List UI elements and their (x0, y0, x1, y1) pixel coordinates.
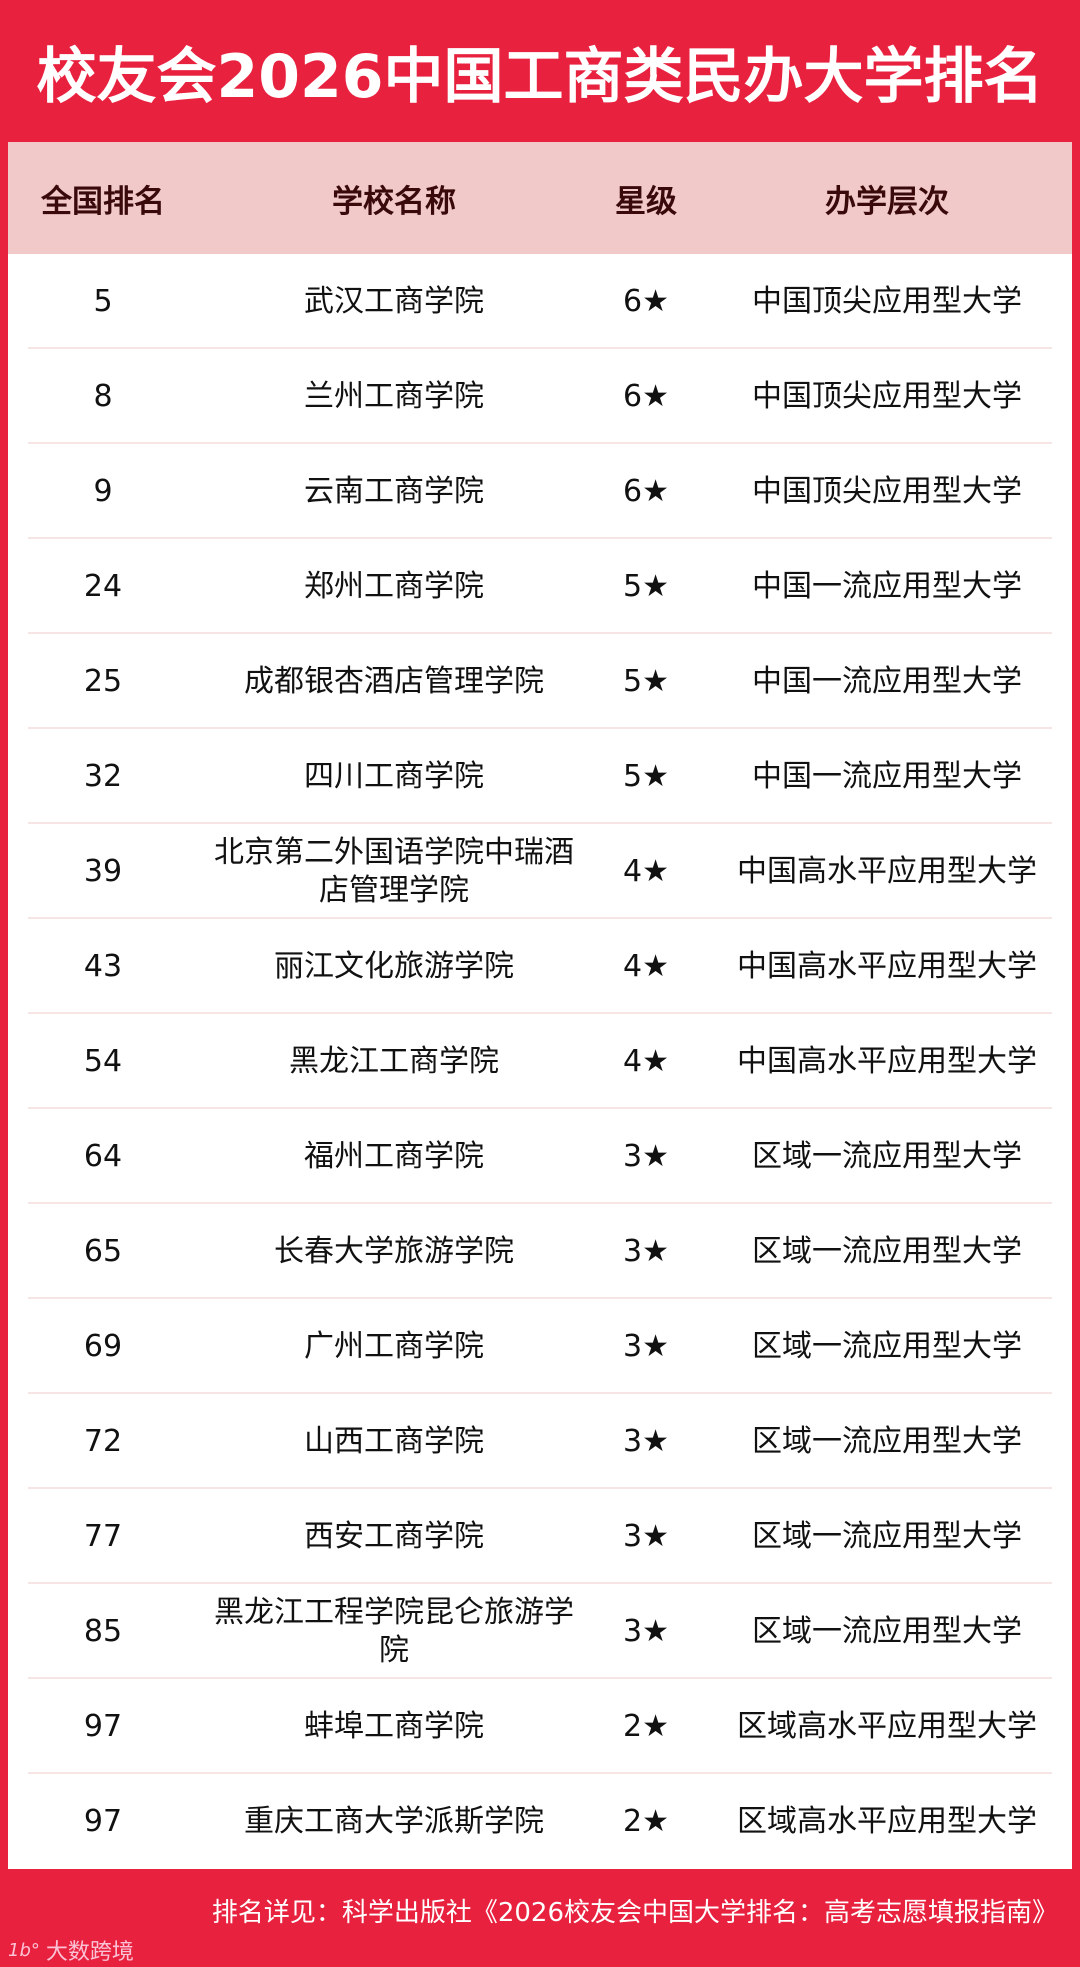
star-cell: 3★ (623, 1233, 669, 1269)
table-row: 43 丽江文化旅游学院 4★ 中国高水平应用型大学 (8, 919, 1072, 1014)
star-cell: 2★ (623, 1803, 669, 1839)
table-row: 97 重庆工商大学派斯学院 2★ 区域高水平应用型大学 (8, 1774, 1072, 1869)
school-name-cell: 成都银杏酒店管理学院 (244, 663, 544, 699)
school-name-cell: 黑龙江工程学院昆仑旅游学院 (214, 1594, 574, 1668)
rank-cell: 39 (83, 853, 123, 889)
level-cell: 区域一流应用型大学 (752, 1138, 1022, 1174)
level-cell: 区域一流应用型大学 (752, 1518, 1022, 1554)
level-cell: 中国一流应用型大学 (752, 568, 1022, 604)
level-cell: 中国高水平应用型大学 (737, 1043, 1037, 1079)
table-body: 5 武汉工商学院 6★ 中国顶尖应用型大学 8 兰州工商学院 6★ 中国顶尖应用型大学 9 云南工… (8, 254, 1072, 1869)
school-name-cell: 兰州工商学院 (304, 378, 484, 414)
table-row: 77 西安工商学院 3★ 区域一流应用型大学 (8, 1489, 1072, 1584)
header-star-level: 星级 (615, 183, 677, 220)
school-name-cell: 重庆工商大学派斯学院 (244, 1803, 544, 1839)
table-row: 32 四川工商学院 5★ 中国一流应用型大学 (8, 729, 1072, 824)
level-cell: 中国顶尖应用型大学 (752, 283, 1022, 319)
table-row: 72 山西工商学院 3★ 区域一流应用型大学 (8, 1394, 1072, 1489)
rank-cell: 69 (83, 1328, 123, 1364)
rank-cell: 97 (83, 1708, 123, 1744)
rank-cell: 64 (83, 1138, 123, 1174)
star-cell: 4★ (623, 948, 669, 984)
rank-cell: 5 (93, 283, 113, 319)
star-cell: 5★ (623, 568, 669, 604)
table-header: 全国排名 学校名称 星级 办学层次 (8, 142, 1072, 254)
rank-cell: 32 (83, 758, 123, 794)
school-name-cell: 广州工商学院 (304, 1328, 484, 1364)
table-row: 97 蚌埠工商学院 2★ 区域高水平应用型大学 (8, 1679, 1072, 1774)
school-name-cell: 郑州工商学院 (304, 568, 484, 604)
level-cell: 区域一流应用型大学 (752, 1423, 1022, 1459)
watermark-text: 大数跨境 (45, 1940, 134, 1965)
school-name-cell: 四川工商学院 (304, 758, 484, 794)
header-school-name: 学校名称 (332, 183, 456, 220)
rank-cell: 9 (93, 473, 113, 509)
school-name-cell: 蚌埠工商学院 (304, 1708, 484, 1744)
school-name-cell: 丽江文化旅游学院 (274, 948, 514, 984)
rank-cell: 8 (93, 378, 113, 414)
table-row: 5 武汉工商学院 6★ 中国顶尖应用型大学 (8, 254, 1072, 349)
level-cell: 区域高水平应用型大学 (737, 1803, 1037, 1839)
star-cell: 4★ (623, 1043, 669, 1079)
table-row: 65 长春大学旅游学院 3★ 区域一流应用型大学 (8, 1204, 1072, 1299)
level-cell: 中国一流应用型大学 (752, 758, 1022, 794)
table-row: 24 郑州工商学院 5★ 中国一流应用型大学 (8, 539, 1072, 634)
school-name-cell: 西安工商学院 (304, 1518, 484, 1554)
table-row: 8 兰州工商学院 6★ 中国顶尖应用型大学 (8, 349, 1072, 444)
rank-cell: 85 (83, 1613, 123, 1649)
star-cell: 3★ (623, 1423, 669, 1459)
watermark-logo: 1b° 大数跨境 (8, 1934, 134, 1966)
star-cell: 3★ (623, 1518, 669, 1554)
rank-cell: 65 (83, 1233, 123, 1269)
header-school-level: 办学层次 (825, 183, 949, 220)
rank-cell: 25 (83, 663, 123, 699)
header-national-rank: 全国排名 (41, 183, 165, 220)
school-name-cell: 长春大学旅游学院 (274, 1233, 514, 1269)
star-cell: 4★ (623, 853, 669, 889)
rank-cell: 54 (83, 1043, 123, 1079)
rank-cell: 77 (83, 1518, 123, 1554)
table-row: 69 广州工商学院 3★ 区域一流应用型大学 (8, 1299, 1072, 1394)
level-cell: 区域一流应用型大学 (752, 1328, 1022, 1364)
rank-cell: 97 (83, 1803, 123, 1839)
star-cell: 3★ (623, 1138, 669, 1174)
star-cell: 3★ (623, 1613, 669, 1649)
level-cell: 中国高水平应用型大学 (737, 853, 1037, 889)
table-row: 9 云南工商学院 6★ 中国顶尖应用型大学 (8, 444, 1072, 539)
school-name-cell: 福州工商学院 (304, 1138, 484, 1174)
level-cell: 中国顶尖应用型大学 (752, 473, 1022, 509)
table-row: 39 北京第二外国语学院中瑞酒店管理学院 4★ 中国高水平应用型大学 (8, 824, 1072, 919)
ranking-table: 全国排名 学校名称 星级 办学层次 5 武汉工商学院 6★ 中国顶尖应用型大学 8 兰州工… (8, 142, 1072, 1869)
table-row: 64 福州工商学院 3★ 区域一流应用型大学 (8, 1109, 1072, 1204)
star-cell: 6★ (623, 283, 669, 319)
level-cell: 区域一流应用型大学 (752, 1233, 1022, 1269)
school-name-cell: 武汉工商学院 (304, 283, 484, 319)
star-cell: 5★ (623, 758, 669, 794)
rank-cell: 43 (83, 948, 123, 984)
level-cell: 中国高水平应用型大学 (737, 948, 1037, 984)
rank-cell: 72 (83, 1423, 123, 1459)
level-cell: 中国一流应用型大学 (752, 663, 1022, 699)
table-row: 25 成都银杏酒店管理学院 5★ 中国一流应用型大学 (8, 634, 1072, 729)
star-cell: 3★ (623, 1328, 669, 1364)
rank-cell: 24 (83, 568, 123, 604)
star-cell: 5★ (623, 663, 669, 699)
level-cell: 中国顶尖应用型大学 (752, 378, 1022, 414)
star-cell: 2★ (623, 1708, 669, 1744)
school-name-cell: 云南工商学院 (304, 473, 484, 509)
school-name-cell: 黑龙江工商学院 (289, 1043, 499, 1079)
level-cell: 区域高水平应用型大学 (737, 1708, 1037, 1744)
table-row: 54 黑龙江工商学院 4★ 中国高水平应用型大学 (8, 1014, 1072, 1109)
table-row: 85 黑龙江工程学院昆仑旅游学院 3★ 区域一流应用型大学 (8, 1584, 1072, 1679)
level-cell: 区域一流应用型大学 (752, 1613, 1022, 1649)
school-name-cell: 北京第二外国语学院中瑞酒店管理学院 (214, 834, 574, 908)
source-note: 排名详见：科学出版社《2026校友会中国大学排名：高考志愿填报指南》 (211, 1898, 1058, 1928)
star-cell: 6★ (623, 473, 669, 509)
watermark-mark: 1b° (8, 1939, 40, 1961)
page-title: 校友会2026中国工商类民办大学排名 (36, 41, 1044, 112)
school-name-cell: 山西工商学院 (304, 1423, 484, 1459)
star-cell: 6★ (623, 378, 669, 414)
